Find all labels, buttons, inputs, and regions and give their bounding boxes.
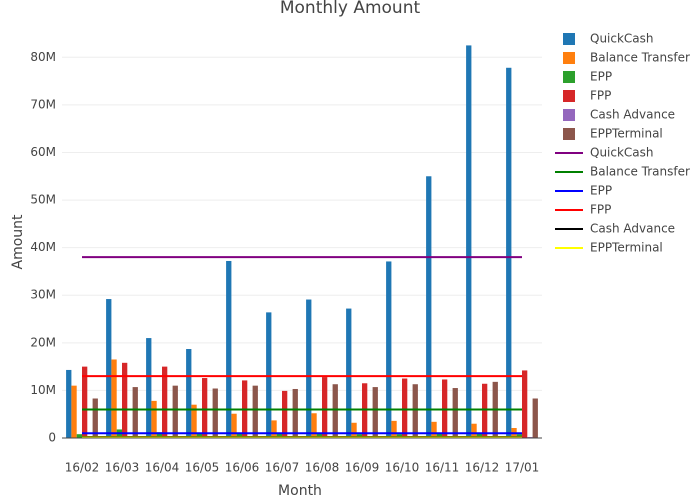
bar bbox=[196, 432, 202, 438]
legend-label: EPP bbox=[590, 184, 612, 198]
legend-label: Balance Transfer bbox=[590, 51, 690, 65]
bar bbox=[151, 400, 157, 438]
y-tick-label: 70M bbox=[30, 97, 56, 111]
y-tick-label: 10M bbox=[30, 383, 56, 397]
x-axis-title: Month bbox=[278, 483, 322, 499]
legend-label: Cash Advance bbox=[590, 108, 675, 122]
bar bbox=[316, 433, 322, 438]
bar bbox=[92, 398, 98, 438]
x-tick-label: 16/08 bbox=[305, 461, 340, 475]
bar bbox=[476, 433, 482, 438]
bar bbox=[162, 366, 168, 438]
bar bbox=[186, 349, 192, 438]
legend-swatch bbox=[563, 33, 575, 45]
bar bbox=[172, 385, 178, 438]
chart-title: Monthly Amount bbox=[280, 0, 421, 18]
legend-swatch bbox=[563, 90, 575, 102]
bar bbox=[452, 388, 458, 438]
bar bbox=[372, 387, 378, 438]
bar bbox=[282, 390, 288, 438]
bar bbox=[351, 422, 357, 438]
y-tick-label: 0 bbox=[48, 431, 56, 445]
legend-swatch bbox=[563, 71, 575, 83]
bar bbox=[471, 423, 477, 438]
bar bbox=[402, 378, 408, 438]
x-tick-label: 16/07 bbox=[265, 461, 300, 475]
bar bbox=[362, 383, 368, 438]
bar bbox=[226, 260, 232, 438]
legend-label: FPP bbox=[590, 203, 611, 217]
bar bbox=[76, 434, 82, 438]
bar bbox=[231, 413, 237, 438]
bar bbox=[532, 398, 538, 438]
y-tick-label: 40M bbox=[30, 240, 56, 254]
bar bbox=[66, 369, 72, 438]
legend-label: QuickCash bbox=[590, 146, 654, 160]
y-tick-label: 60M bbox=[30, 145, 56, 159]
legend-label: QuickCash bbox=[590, 32, 654, 46]
x-tick-label: 16/04 bbox=[145, 461, 180, 475]
bar bbox=[482, 383, 488, 438]
bar bbox=[322, 377, 328, 438]
legend-label: Cash Advance bbox=[590, 222, 675, 236]
bar bbox=[111, 359, 117, 438]
bar bbox=[311, 413, 317, 438]
bar bbox=[146, 338, 152, 438]
x-tick-label: 16/02 bbox=[65, 461, 100, 475]
bar bbox=[436, 433, 442, 438]
bar bbox=[122, 362, 128, 438]
x-tick-label: 16/12 bbox=[465, 461, 500, 475]
bar bbox=[191, 404, 197, 438]
legend-swatch bbox=[563, 109, 575, 121]
bar bbox=[82, 366, 88, 438]
legend-label: EPP bbox=[590, 70, 612, 84]
bar bbox=[292, 388, 298, 438]
x-tick-label: 16/05 bbox=[185, 461, 220, 475]
x-tick-label: 16/03 bbox=[105, 461, 140, 475]
y-tick-label: 50M bbox=[30, 193, 56, 207]
y-tick-label: 20M bbox=[30, 335, 56, 349]
bar bbox=[506, 67, 512, 439]
bar bbox=[306, 299, 312, 438]
bar bbox=[276, 433, 282, 438]
x-tick-label: 17/01 bbox=[505, 461, 540, 475]
bar bbox=[252, 385, 258, 438]
x-tick-label: 16/11 bbox=[425, 461, 460, 475]
x-tick-label: 16/06 bbox=[225, 461, 260, 475]
bar bbox=[391, 420, 397, 438]
bar bbox=[412, 384, 418, 438]
x-tick-label: 16/09 bbox=[345, 461, 380, 475]
bar bbox=[346, 308, 352, 438]
bar bbox=[71, 385, 77, 438]
legend-label: Balance Transfer bbox=[590, 165, 690, 179]
bar bbox=[426, 176, 432, 438]
bar bbox=[236, 433, 242, 438]
y-tick-label: 80M bbox=[30, 50, 56, 64]
bar bbox=[271, 420, 277, 438]
legend-swatch bbox=[563, 128, 575, 140]
bar bbox=[522, 370, 528, 438]
bar bbox=[156, 432, 162, 438]
legend-label: EPPTerminal bbox=[590, 241, 663, 255]
legend-label: EPPTerminal bbox=[590, 127, 663, 141]
bar bbox=[466, 45, 472, 439]
bar bbox=[202, 378, 208, 438]
y-axis-title: Amount bbox=[10, 214, 26, 270]
bar bbox=[332, 384, 338, 438]
y-tick-label: 30M bbox=[30, 288, 56, 302]
bar bbox=[386, 261, 392, 438]
bar bbox=[106, 299, 112, 438]
bar bbox=[132, 387, 138, 438]
legend-label: FPP bbox=[590, 89, 611, 103]
bar bbox=[212, 388, 218, 438]
x-tick-label: 16/10 bbox=[385, 461, 420, 475]
bar bbox=[431, 421, 437, 438]
legend-swatch bbox=[563, 52, 575, 64]
